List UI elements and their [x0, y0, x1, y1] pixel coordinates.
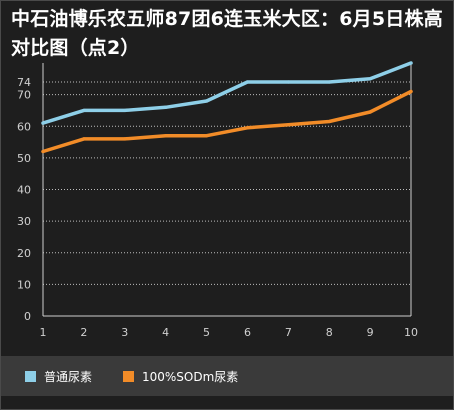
series-0-point-6: [245, 80, 250, 84]
x-tick-label-7: 7: [285, 326, 292, 339]
y-tick-label-20: 20: [17, 247, 31, 260]
axes: [42, 63, 412, 317]
x-tick-label-3: 3: [121, 326, 128, 339]
chart-title: 中石油博乐农五师87团6连玉米大区：6月5日株高对比图（点2）: [11, 8, 443, 59]
x-tick-label-9: 9: [367, 326, 374, 339]
series-lines: [41, 61, 413, 154]
series-1-point-6: [245, 126, 250, 130]
series-0-point-9: [368, 77, 372, 81]
series-line-0: [41, 61, 413, 125]
x-tick-label-8: 8: [326, 326, 333, 339]
x-tick-label-1: 1: [40, 326, 47, 339]
legend-item-sodm-niaosu: 100%SODm尿素: [123, 368, 238, 384]
series-0-point-2: [82, 108, 86, 113]
series-0-point-1: [41, 121, 45, 125]
series-0-point-3: [123, 108, 127, 113]
x-tick-label-4: 4: [162, 326, 169, 339]
x-tick-label-6: 6: [244, 326, 251, 339]
y-tick-label-70: 70: [17, 89, 31, 102]
series-1-point-1: [41, 149, 45, 154]
legend-swatch-putong-niaosu: [25, 370, 36, 382]
series-1-point-9: [368, 110, 372, 114]
series-0-point-8: [327, 80, 331, 84]
y-tick-label-50: 50: [17, 152, 31, 165]
series-0-point-7: [286, 80, 290, 84]
x-tick-label-5: 5: [203, 326, 210, 339]
grid-lines: [43, 81, 411, 285]
y-tick-label-40: 40: [17, 184, 31, 197]
series-1-point-2: [82, 137, 86, 141]
series-line-1: [41, 89, 413, 154]
series-1-point-10: [409, 89, 413, 94]
series-0-point-5: [204, 99, 209, 103]
series-1-point-8: [327, 119, 331, 124]
legend-item-putong-niaosu: 普通尿素: [25, 368, 92, 384]
legend-swatch-sodm-niaosu: [123, 370, 134, 382]
y-tick-label-74: 74: [17, 76, 31, 89]
series-1-point-5: [204, 134, 209, 138]
series-0-point-10: [409, 61, 413, 65]
series-1-point-7: [286, 123, 290, 127]
bottom-strip: [1, 396, 453, 409]
y-tick-label-0: 0: [24, 310, 31, 323]
y-tick-label-30: 30: [17, 215, 31, 228]
legend-label-sodm-niaosu: 100%SODm尿素: [142, 369, 239, 384]
series-1-point-4: [164, 134, 168, 138]
series-0-point-4: [164, 105, 168, 109]
y-tick-label-10: 10: [17, 278, 31, 291]
legend: 普通尿素 100%SODm尿素: [1, 356, 453, 396]
series-1-point-3: [123, 137, 127, 141]
legend-label-putong-niaosu: 普通尿素: [44, 369, 93, 384]
x-tick-label-2: 2: [80, 326, 87, 339]
x-tick-label-10: 10: [404, 326, 418, 339]
x-axis-ticks: 1 2 3 4 5 6 7 8 9 10: [40, 326, 419, 339]
y-tick-label-60: 60: [17, 120, 31, 133]
